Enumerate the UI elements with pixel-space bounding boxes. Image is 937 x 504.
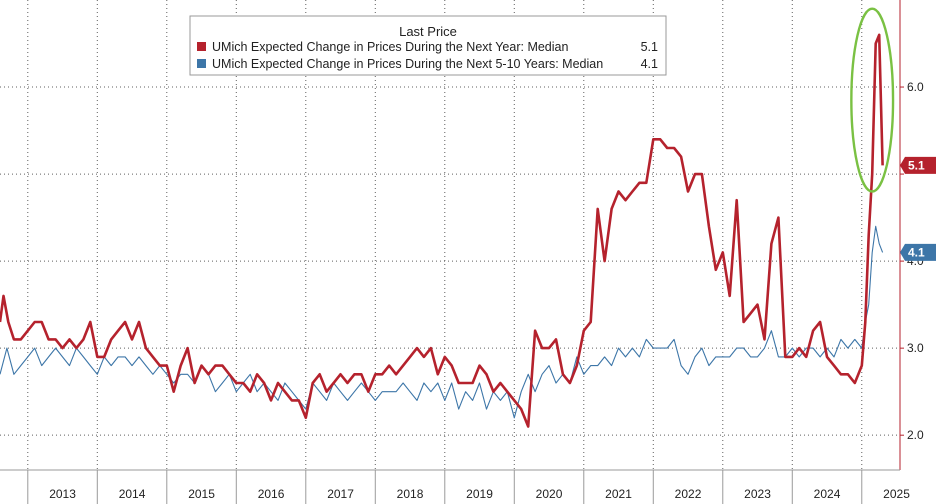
x-tick-label: 2022 bbox=[675, 487, 702, 501]
x-tick-label: 2013 bbox=[49, 487, 76, 501]
series-line-next-year bbox=[0, 33, 884, 428]
x-tick-label: 2015 bbox=[188, 487, 215, 501]
x-tick-label: 2014 bbox=[119, 487, 146, 501]
x-tick-label: 2024 bbox=[814, 487, 841, 501]
legend-swatch-5-10-years bbox=[197, 59, 206, 68]
x-tick-label: 2021 bbox=[605, 487, 632, 501]
last-value-badge-next-year bbox=[900, 156, 936, 174]
last-value-badge-5-10-years-label: 4.1 bbox=[908, 245, 925, 259]
x-tick-label: 2016 bbox=[258, 487, 285, 501]
legend: Last Price UMich Expected Change in Pric… bbox=[189, 15, 667, 76]
last-value-badge-next-year-label: 5.1 bbox=[908, 158, 925, 172]
y-tick-label: 2.0 bbox=[907, 428, 924, 442]
x-tick-label: 2018 bbox=[397, 487, 424, 501]
x-tick-label: 2025 bbox=[883, 487, 910, 501]
x-tick-label: 2020 bbox=[536, 487, 563, 501]
annotation-layer bbox=[850, 7, 895, 193]
last-value-badges: 5.1 4.1 bbox=[900, 156, 936, 261]
last-value-badge-5-10-years bbox=[900, 243, 936, 261]
legend-swatch-next-year bbox=[197, 42, 206, 51]
legend-label-next-year: UMich Expected Change in Prices During t… bbox=[212, 40, 568, 54]
legend-label-5-10-years: UMich Expected Change in Prices During t… bbox=[212, 57, 603, 71]
x-tick-label: 2017 bbox=[327, 487, 354, 501]
legend-value-next-year: 5.1 bbox=[641, 40, 658, 54]
x-tick-label: 2019 bbox=[466, 487, 493, 501]
y-axis: 2.03.04.06.0 bbox=[899, 0, 924, 470]
series-line-5-10-years bbox=[0, 225, 884, 419]
highlight-ellipse bbox=[850, 7, 895, 193]
x-axis: 2013 2014 2015 2016 2017 2018 2019 2020 2021 2022… bbox=[0, 469, 910, 504]
legend-box bbox=[189, 15, 667, 76]
x-tick-label: 2023 bbox=[744, 487, 771, 501]
legend-value-5-10-years: 4.1 bbox=[641, 57, 658, 71]
y-tick-label: 6.0 bbox=[907, 80, 924, 94]
series-lines bbox=[0, 33, 884, 428]
y-tick-label: 3.0 bbox=[907, 341, 924, 355]
legend-title: Last Price bbox=[399, 24, 457, 39]
